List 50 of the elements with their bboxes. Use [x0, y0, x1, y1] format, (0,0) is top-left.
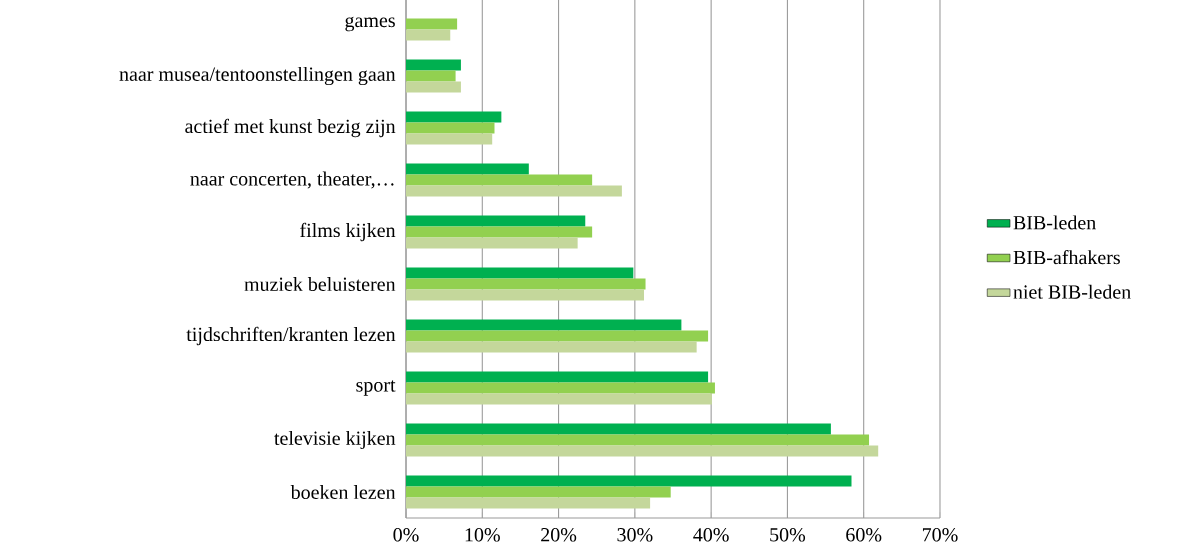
- bar: [406, 497, 651, 509]
- bar: [406, 475, 852, 487]
- bar: [406, 393, 712, 405]
- y-tick-label: actief met kunst bezig zijn: [185, 118, 396, 138]
- bar: [406, 330, 709, 342]
- bar: [406, 434, 870, 446]
- bar: [406, 341, 697, 353]
- bar: [406, 486, 671, 498]
- bar: [406, 163, 529, 175]
- bar: [406, 423, 831, 435]
- bar: [406, 371, 709, 383]
- x-tick-label: 40%: [693, 528, 729, 542]
- y-tick-label: films kijken: [300, 222, 396, 242]
- bar: [406, 133, 493, 145]
- bar: [406, 29, 451, 41]
- bar: [406, 215, 586, 227]
- bar: [406, 319, 682, 331]
- x-tick-label: 30%: [617, 528, 653, 542]
- x-tick-label: 10%: [465, 528, 500, 542]
- bar: [406, 185, 622, 197]
- x-tick-label: 70%: [922, 528, 958, 542]
- bar: [406, 18, 458, 30]
- x-tick-label: 20%: [541, 528, 577, 542]
- x-tick-label: 0%: [393, 528, 419, 542]
- x-tick-label: 60%: [846, 528, 882, 542]
- y-tick-label: naar concerten, theater,…: [190, 171, 394, 189]
- legend-label: niet BIB-leden: [1013, 284, 1131, 299]
- y-tick-label: muziek beluisteren: [244, 276, 396, 292]
- legend-label: BIB-leden: [1013, 215, 1096, 230]
- bar: [406, 70, 456, 82]
- bar: [406, 81, 461, 93]
- y-tick-label: naar musea/tentoonstellingen gaan: [119, 66, 396, 86]
- y-tick-label: televisie kijken: [274, 430, 396, 450]
- bar: [406, 174, 593, 186]
- legend-label: BIB-afhakers: [1013, 249, 1120, 265]
- y-tick-label: tijdschriften/kranten lezen: [186, 326, 396, 346]
- bar: [406, 122, 495, 134]
- bar: [406, 59, 461, 71]
- bar: [406, 289, 645, 301]
- bar: [406, 445, 879, 457]
- bar: [406, 111, 502, 123]
- y-tick-label: sport: [356, 380, 396, 396]
- bar: [406, 278, 646, 290]
- bar: [406, 267, 634, 279]
- bar: [406, 226, 593, 238]
- x-tick-label: 50%: [770, 528, 806, 542]
- bar: [406, 382, 715, 394]
- y-tick-label: boeken lezen: [290, 484, 396, 500]
- y-tick-label: games: [345, 16, 395, 32]
- bar: [406, 237, 578, 249]
